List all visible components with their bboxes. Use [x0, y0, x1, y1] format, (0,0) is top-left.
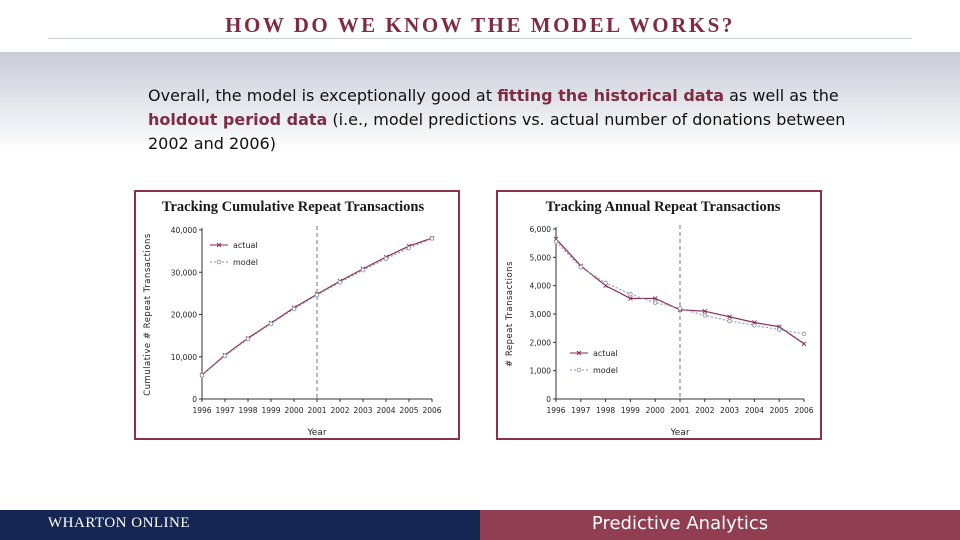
footer-brand-bar: WHARTON ONLINE: [0, 510, 480, 540]
x-axis-label: Year: [306, 428, 326, 438]
data-point-model: [578, 264, 584, 270]
legend-marker-model: [576, 367, 582, 373]
x-tick-label: 1999: [621, 406, 640, 415]
annual-chart: Tracking Annual Repeat Transactions 0 1,00…: [505, 199, 814, 438]
y-tick-label: 1,000: [530, 367, 552, 376]
legend-marker-actual: [216, 242, 222, 248]
x-tick-label: 1997: [215, 406, 234, 415]
intro-part-2: as well as the: [724, 86, 839, 105]
x-tick-label: 2001: [307, 406, 326, 415]
x-tick-label: 2004: [745, 406, 764, 415]
y-tick-label: 6,000: [530, 225, 552, 234]
data-point-model: [752, 323, 757, 328]
y-tick-label: 10,000: [171, 353, 197, 362]
x-tick-label: 2005: [770, 406, 789, 415]
legend-marker-actual: [576, 350, 582, 356]
data-point-actual: [628, 296, 633, 301]
cumulative-chart-panel: Tracking Cumulative Repeat Transactions 0…: [134, 190, 460, 440]
footer-brand: WHARTON ONLINE: [48, 515, 191, 531]
y-tick-label: 0: [546, 395, 551, 404]
x-tick-label: 2001: [670, 406, 689, 415]
data-point-model: [603, 280, 608, 286]
data-point-model: [360, 267, 366, 273]
data-point-model: [702, 313, 708, 318]
x-tick-label: 2004: [376, 406, 395, 415]
legend-label-actual: actual: [593, 349, 618, 358]
data-point-model: [337, 280, 343, 285]
legend-label-model: model: [233, 258, 258, 267]
data-point-model: [268, 321, 274, 327]
y-tick-label: 2,000: [530, 338, 552, 347]
y-tick-label: 3,000: [530, 310, 552, 319]
data-point-actual: [727, 314, 732, 320]
data-point-actual: [801, 341, 807, 347]
x-tick-label: 2006: [422, 406, 441, 415]
y-tick-label: 0: [192, 395, 197, 404]
x-tick-label: 1998: [596, 406, 615, 415]
x-tick-label: 2000: [646, 406, 665, 415]
footer-course-bar: Predictive Analytics: [480, 510, 960, 540]
intro-part-1: Overall, the model is exceptionally good…: [148, 86, 498, 105]
data-point-model: [652, 300, 658, 305]
x-tick-label: 2002: [695, 406, 714, 415]
legend-label-model: model: [593, 366, 618, 375]
title-divider: [48, 38, 912, 39]
y-axis-label: Cumulative # Repeat Transactions: [143, 233, 153, 396]
intro-highlight-2: holdout period data: [148, 110, 328, 129]
intro-part-3: (i.e., model predictions vs. actual numb…: [148, 110, 846, 153]
legend-marker-model: [216, 259, 222, 265]
data-point-model: [553, 239, 559, 245]
intro-band: [0, 52, 960, 152]
data-point-model: [677, 306, 683, 311]
intro-text: Overall, the model is exceptionally good…: [148, 84, 848, 156]
data-point-model: [429, 236, 435, 241]
chart-title: Tracking Cumulative Repeat Transactions: [162, 199, 425, 215]
data-point-model: [199, 373, 205, 378]
slide-title: HOW DO WE KNOW THE MODEL WORKS?: [225, 13, 735, 37]
data-point-actual: [652, 296, 658, 301]
title-bar: HOW DO WE KNOW THE MODEL WORKS?: [0, 0, 960, 50]
y-tick-label: 5,000: [530, 253, 552, 262]
chart-title: Tracking Annual Repeat Transactions: [546, 199, 781, 215]
data-point-model: [776, 327, 782, 332]
footer-course-title: Predictive Analytics: [591, 513, 769, 534]
x-tick-label: 2003: [353, 406, 372, 415]
x-tick-label: 2000: [284, 406, 303, 415]
x-tick-label: 2003: [720, 406, 739, 415]
data-point-model: [314, 292, 320, 298]
intro-highlight-1: fitting the historical data: [497, 86, 725, 105]
y-axis-label: # Repeat Transactions: [505, 261, 515, 367]
x-tick-label: 1997: [571, 406, 590, 415]
data-point-model: [628, 291, 633, 297]
data-point-model: [406, 245, 412, 251]
data-point-model: [291, 306, 297, 312]
x-tick-label: 1998: [238, 406, 257, 415]
y-tick-label: 40,000: [171, 226, 197, 235]
annual-chart-panel: Tracking Annual Repeat Transactions 0 1,00…: [496, 190, 822, 440]
y-tick-label: 4,000: [530, 282, 552, 291]
y-tick-label: 30,000: [171, 268, 197, 277]
x-tick-label: 1999: [261, 406, 280, 415]
data-point-model: [245, 336, 251, 342]
data-point-model: [801, 331, 807, 337]
x-axis-label: Year: [669, 428, 689, 438]
x-tick-label: 2005: [399, 406, 418, 415]
cumulative-chart: Tracking Cumulative Repeat Transactions 0…: [143, 199, 442, 438]
series-line-model: [555, 241, 805, 335]
data-point-model: [727, 318, 732, 324]
x-tick-label: 1996: [546, 406, 565, 415]
x-tick-label: 1996: [192, 406, 211, 415]
data-point-model: [383, 256, 389, 261]
x-tick-label: 2002: [330, 406, 349, 415]
x-tick-label: 2006: [794, 406, 813, 415]
data-point-actual: [702, 308, 708, 314]
y-tick-label: 20,000: [171, 311, 197, 320]
legend-label-actual: actual: [233, 241, 258, 250]
data-point-model: [222, 353, 228, 359]
